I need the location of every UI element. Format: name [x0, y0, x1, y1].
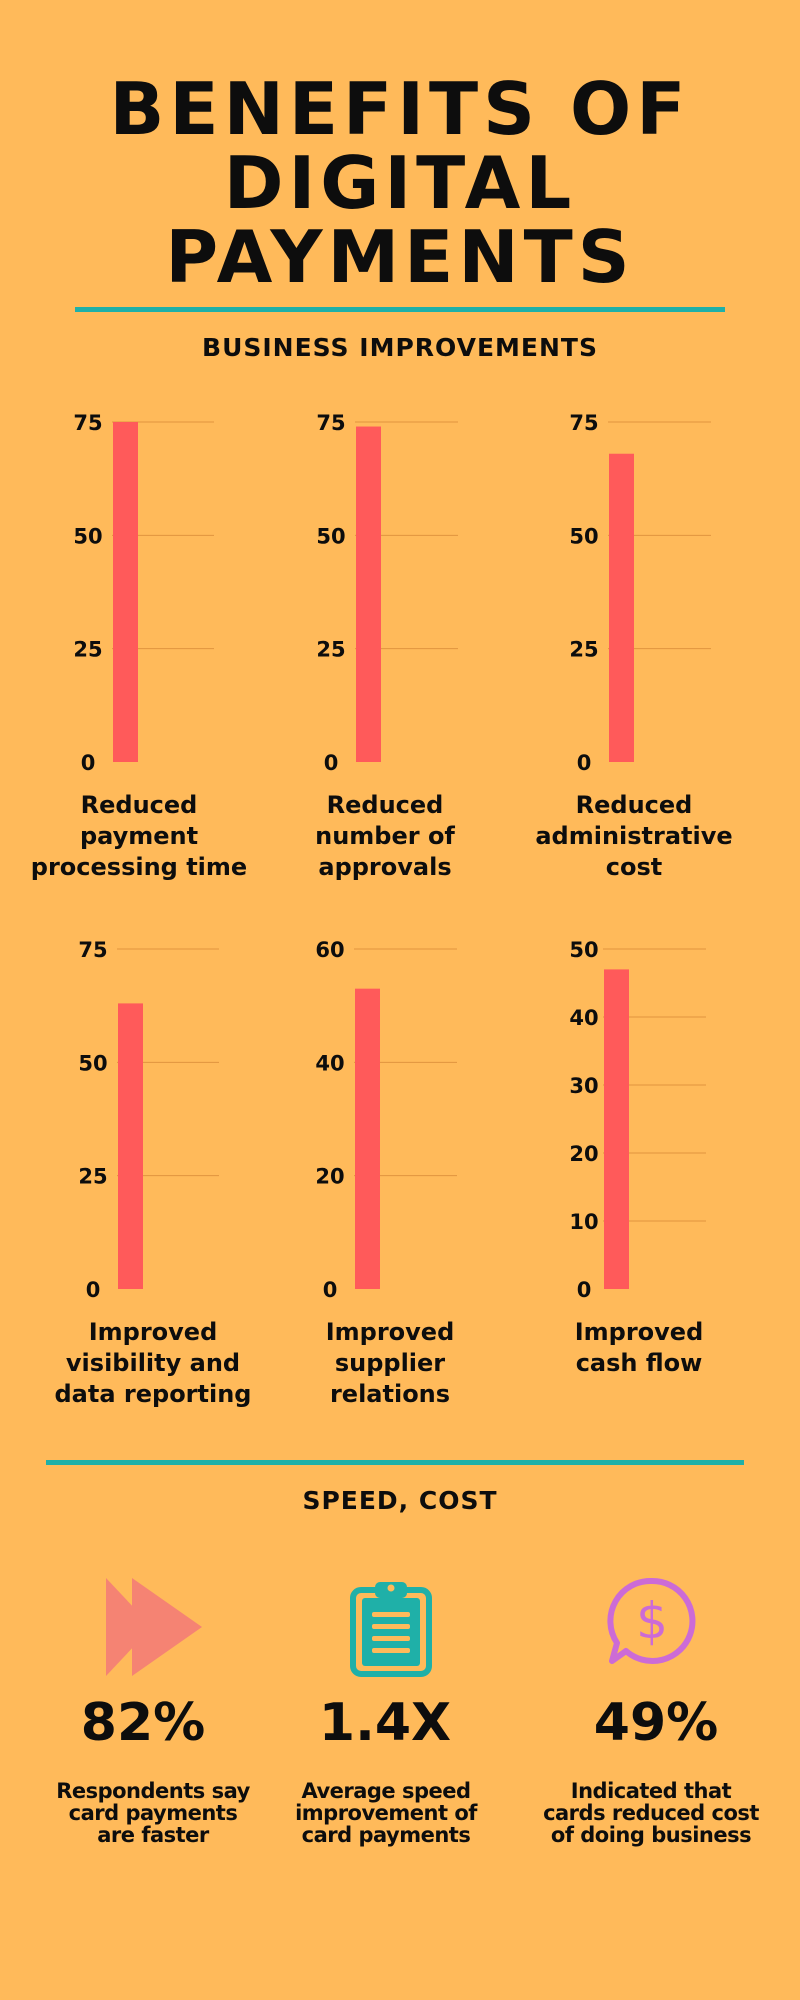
- chart-5-tick-label-0: 0: [323, 1278, 338, 1302]
- chart-5-bar: [355, 988, 380, 1289]
- chart-6-tick-label-2: 20: [569, 1142, 598, 1166]
- chart-label-4: Improved visibility and data reporting: [54, 1318, 252, 1408]
- chart-4-tick-label-1: 25: [78, 1165, 107, 1189]
- chart-5-tick-label-3: 60: [315, 938, 344, 962]
- chart-6-tick-label-0: 0: [577, 1278, 592, 1302]
- stat-value-1: 82%: [80, 1693, 206, 1753]
- stat-desc-2: Average speed improvement of card payments: [295, 1779, 477, 1847]
- chart-5-tick-label-1: 20: [315, 1165, 344, 1189]
- chart-6-tick-label-3: 30: [569, 1074, 598, 1098]
- svg-text:$: $: [636, 1592, 668, 1650]
- chart-3-tick-label-1: 25: [569, 638, 598, 662]
- chart-label-6: Improved cash flow: [574, 1318, 704, 1377]
- chart-3-tick-label-3: 75: [569, 411, 598, 435]
- chart-2-tick-label-0: 0: [324, 751, 339, 775]
- chart-4-tick-label-2: 50: [78, 1051, 107, 1075]
- chart-1-bar: [113, 422, 138, 762]
- chart-6-tick-label-4: 40: [569, 1006, 598, 1030]
- chart-1-tick-label-3: 75: [73, 411, 102, 435]
- chart-3-tick-label-0: 0: [577, 751, 592, 775]
- title-line-1: BENEFITS OF: [109, 67, 691, 151]
- section-divider-middle: [46, 1460, 744, 1465]
- chart-2-tick-label-3: 75: [316, 411, 345, 435]
- chart-6-tick-label-5: 50: [569, 938, 598, 962]
- chart-4-tick-label-3: 75: [78, 938, 107, 962]
- chart-2-tick-label-2: 50: [316, 524, 345, 548]
- chart-label-5: Improved supplier relations: [325, 1318, 455, 1408]
- chart-2-bar: [356, 426, 381, 762]
- business-improvements-charts: 0 25 50 75 0 25 50 75 0 25 50 75 0 25 50 75 0 20 40 60 0 10 20…: [73, 411, 711, 1302]
- stat-desc-1: Respondents say card payments are faster: [56, 1779, 250, 1847]
- fast-forward-icon: [106, 1578, 202, 1676]
- chart-4-bar: [118, 1003, 143, 1289]
- chart-3-bar: [609, 453, 634, 762]
- chart-label-1: Reduced payment processing time: [30, 791, 248, 881]
- chart-4-tick-label-0: 0: [86, 1278, 101, 1302]
- section-divider-top: [75, 307, 725, 312]
- chart-1-tick-label-0: 0: [81, 751, 96, 775]
- stat-value-3: 49%: [593, 1693, 719, 1753]
- dollar-speech-bubble-icon: $: [607, 1577, 696, 1664]
- stat-desc-3: Indicated that cards reduced cost of doing…: [543, 1779, 759, 1847]
- chart-1-tick-label-1: 25: [73, 638, 102, 662]
- page-title: BENEFITS OF DIGITAL PAYMENTS: [0, 72, 800, 294]
- chart-5-tick-label-2: 40: [315, 1051, 344, 1075]
- chart-6-tick-label-1: 10: [569, 1210, 598, 1234]
- title-line-2: DIGITAL PAYMENTS: [165, 141, 635, 299]
- clipboard-icon: [350, 1582, 432, 1677]
- chart-3-tick-label-2: 50: [569, 524, 598, 548]
- chart-1-tick-label-2: 50: [73, 524, 102, 548]
- chart-label-3: Reduced administrative cost: [535, 791, 733, 881]
- section-heading-speed-cost: SPEED, COST: [302, 1486, 498, 1515]
- section-heading-business: BUSINESS IMPROVEMENTS: [202, 333, 598, 362]
- chart-2-tick-label-1: 25: [316, 638, 345, 662]
- stat-value-2: 1.4X: [318, 1693, 452, 1753]
- chart-label-2: Reduced number of approvals: [315, 791, 455, 881]
- chart-6-bar: [604, 969, 629, 1289]
